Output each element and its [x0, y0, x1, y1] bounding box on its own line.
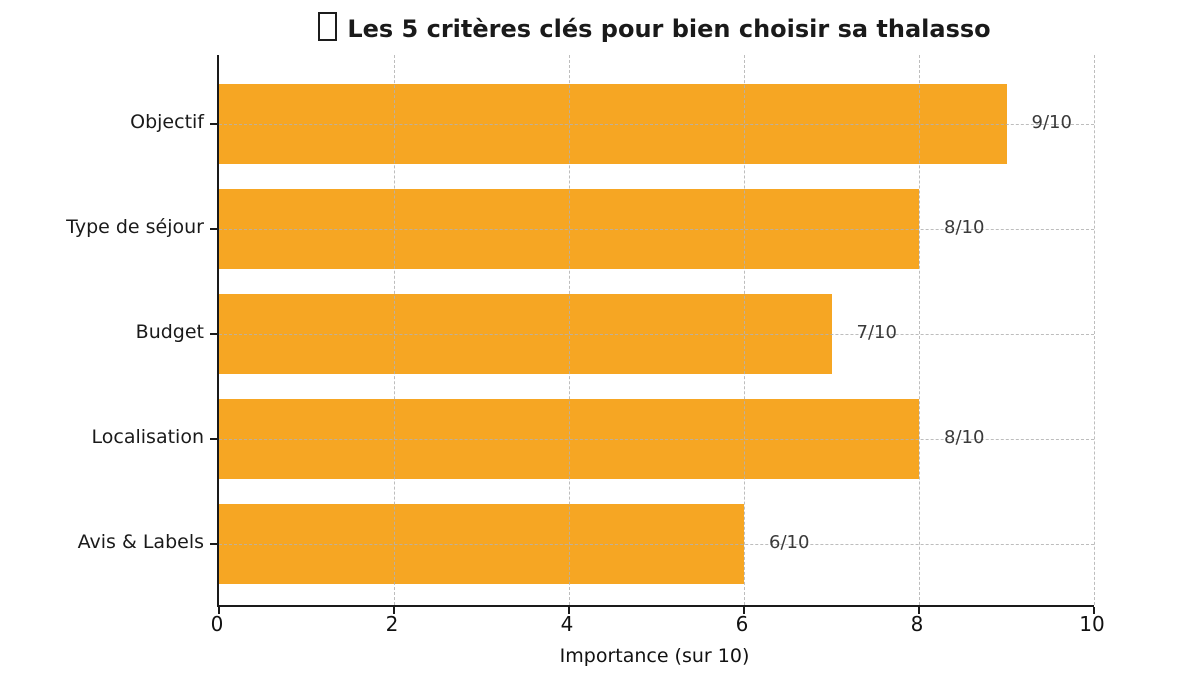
- y-gridline: [219, 229, 1094, 230]
- y-category-label: Budget: [135, 321, 204, 343]
- y-tick-mark: [210, 123, 217, 125]
- x-tick-mark: [743, 607, 745, 614]
- plot-area: 9/10 8/10 7/10 8/10 6/10: [210, 55, 1095, 614]
- y-tick-mark: [210, 333, 217, 335]
- bar-value-label: 8/10: [944, 217, 985, 238]
- y-gridline: [219, 544, 1094, 545]
- y-gridline: [219, 124, 1094, 125]
- x-gridline: [394, 55, 395, 605]
- x-tick-label: 2: [385, 612, 399, 636]
- x-gridline: [919, 55, 920, 605]
- x-tick-mark: [218, 607, 220, 614]
- bar-value-label: 8/10: [944, 427, 985, 448]
- x-tick-mark: [1093, 607, 1095, 614]
- y-category-label: Objectif: [130, 111, 204, 133]
- chart-title-text: Les 5 critères clés pour bien choisir sa…: [347, 15, 991, 43]
- x-tick-label: 10: [1079, 612, 1105, 636]
- x-gridline: [1094, 55, 1095, 605]
- y-gridline: [219, 439, 1094, 440]
- x-tick-mark: [918, 607, 920, 614]
- y-category-label: Type de séjour: [66, 216, 204, 238]
- bar-value-label: 7/10: [856, 322, 897, 343]
- y-gridline: [219, 334, 1094, 335]
- x-tick-mark: [393, 607, 395, 614]
- bar-value-label: 6/10: [769, 532, 810, 553]
- y-category-label: Localisation: [91, 426, 204, 448]
- missing-glyph-box-icon: [318, 12, 338, 41]
- y-tick-mark: [210, 438, 217, 440]
- y-category-label: Avis & Labels: [77, 531, 204, 553]
- chart-title: Les 5 critères clés pour bien choisir sa…: [217, 12, 1092, 43]
- x-tick-label: 8: [910, 612, 924, 636]
- x-gridline: [569, 55, 570, 605]
- y-tick-mark: [210, 543, 217, 545]
- x-tick-label: 0: [210, 612, 224, 636]
- x-tick-label: 6: [735, 612, 749, 636]
- x-tick-mark: [568, 607, 570, 614]
- x-axis-label: Importance (sur 10): [559, 645, 750, 667]
- x-gridline: [744, 55, 745, 605]
- bar-value-label: 9/10: [1031, 112, 1072, 133]
- x-tick-label: 4: [560, 612, 574, 636]
- y-tick-mark: [210, 228, 217, 230]
